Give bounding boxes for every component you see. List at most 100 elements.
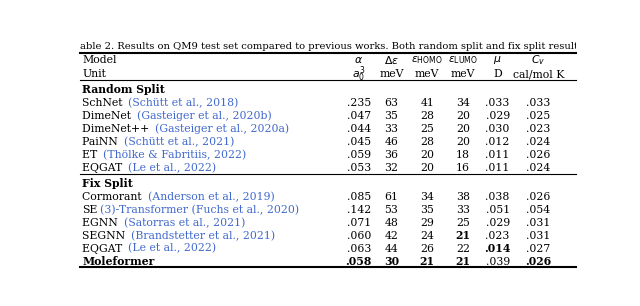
Text: .029: .029	[486, 111, 509, 121]
Text: 33: 33	[456, 205, 470, 215]
Text: Model: Model	[83, 55, 117, 65]
Text: .011: .011	[486, 150, 510, 160]
Text: $a_0^3$: $a_0^3$	[352, 65, 365, 84]
Text: $\alpha$: $\alpha$	[355, 55, 364, 65]
Text: .014: .014	[484, 243, 511, 254]
Text: .029: .029	[486, 218, 509, 228]
Text: 22: 22	[456, 244, 470, 254]
Text: .024: .024	[526, 163, 550, 173]
Text: (Schütt et al., 2021): (Schütt et al., 2021)	[124, 137, 234, 147]
Text: 32: 32	[385, 163, 399, 173]
Text: .027: .027	[526, 244, 550, 254]
Text: 42: 42	[385, 231, 399, 241]
Text: 33: 33	[385, 124, 399, 134]
Text: 20: 20	[420, 150, 434, 160]
Text: .039: .039	[486, 256, 509, 267]
Text: (Schütt et al., 2018): (Schütt et al., 2018)	[129, 98, 239, 108]
Text: .085: .085	[347, 192, 371, 202]
Text: EQGAT: EQGAT	[83, 244, 126, 254]
Text: 35: 35	[420, 205, 434, 215]
Text: SchNet: SchNet	[83, 98, 127, 108]
Text: $\epsilon_{\rm HOMO}$: $\epsilon_{\rm HOMO}$	[412, 54, 443, 66]
Text: .060: .060	[347, 231, 371, 241]
Text: EQGAT: EQGAT	[83, 163, 126, 173]
Text: .235: .235	[347, 98, 371, 108]
Text: 24: 24	[420, 231, 434, 241]
Text: .063: .063	[347, 244, 371, 254]
Text: Unit: Unit	[83, 69, 106, 80]
Text: 21: 21	[420, 256, 435, 267]
Text: (3)-Transformer (Fuchs et al., 2020): (3)-Transformer (Fuchs et al., 2020)	[100, 204, 299, 215]
Text: (Gasteiger et al., 2020a): (Gasteiger et al., 2020a)	[156, 124, 289, 134]
Text: .142: .142	[347, 205, 371, 215]
Text: $\mu$: $\mu$	[493, 54, 502, 66]
Text: PaiNN: PaiNN	[83, 137, 122, 147]
Text: 44: 44	[385, 244, 398, 254]
Text: 48: 48	[385, 218, 399, 228]
Text: 28: 28	[420, 111, 434, 121]
Text: 20: 20	[456, 111, 470, 121]
Text: .038: .038	[486, 192, 510, 202]
Text: 35: 35	[385, 111, 399, 121]
Text: (Le et al., 2022): (Le et al., 2022)	[128, 163, 216, 173]
Text: $\Delta\epsilon$: $\Delta\epsilon$	[384, 54, 399, 66]
Text: .033: .033	[486, 98, 510, 108]
Text: .026: .026	[526, 192, 550, 202]
Text: 61: 61	[385, 192, 399, 202]
Text: 34: 34	[420, 192, 434, 202]
Text: .071: .071	[347, 218, 371, 228]
Text: (Thölke & Fabritiis, 2022): (Thölke & Fabritiis, 2022)	[103, 150, 246, 160]
Text: Random Split: Random Split	[83, 84, 165, 95]
Text: (Satorras et al., 2021): (Satorras et al., 2021)	[124, 218, 245, 228]
Text: .011: .011	[486, 163, 510, 173]
Text: 25: 25	[420, 124, 434, 134]
Text: 29: 29	[420, 218, 434, 228]
Text: .059: .059	[347, 150, 371, 160]
Text: 26: 26	[420, 244, 434, 254]
Text: 34: 34	[456, 98, 470, 108]
Text: (Brandstetter et al., 2021): (Brandstetter et al., 2021)	[131, 230, 275, 241]
Text: SEGNN: SEGNN	[83, 231, 129, 241]
Text: .031: .031	[526, 218, 550, 228]
Text: meV: meV	[451, 69, 475, 80]
Text: able 2. Results on QM9 test set compared to previous works. Both random split an: able 2. Results on QM9 test set compared…	[80, 42, 638, 51]
Text: .058: .058	[346, 256, 372, 267]
Text: .044: .044	[347, 124, 371, 134]
Text: .031: .031	[526, 231, 550, 241]
Text: DimeNet++: DimeNet++	[83, 124, 153, 134]
Text: .045: .045	[347, 137, 371, 147]
Text: 16: 16	[456, 163, 470, 173]
Text: .012: .012	[486, 137, 510, 147]
Text: Fix Split: Fix Split	[83, 178, 133, 189]
Text: 18: 18	[456, 150, 470, 160]
Text: .053: .053	[347, 163, 371, 173]
Text: .026: .026	[525, 256, 552, 267]
Text: $C_v$: $C_v$	[531, 53, 545, 67]
Text: (Anderson et al., 2019): (Anderson et al., 2019)	[148, 192, 275, 202]
Text: SE: SE	[83, 205, 98, 215]
Text: 41: 41	[420, 98, 434, 108]
Text: .025: .025	[526, 111, 550, 121]
Text: .023: .023	[526, 124, 550, 134]
Text: .030: .030	[486, 124, 510, 134]
Text: $\epsilon_{\rm LUMO}$: $\epsilon_{\rm LUMO}$	[448, 54, 478, 66]
Text: 38: 38	[456, 192, 470, 202]
Text: cal/mol K: cal/mol K	[513, 69, 564, 80]
Text: 46: 46	[385, 137, 399, 147]
Text: (Le et al., 2022): (Le et al., 2022)	[128, 243, 216, 254]
Text: 20: 20	[456, 137, 470, 147]
Text: Moleformer: Moleformer	[83, 256, 155, 267]
Text: D: D	[493, 69, 502, 80]
Text: EGNN: EGNN	[83, 218, 122, 228]
Text: 21: 21	[455, 230, 470, 241]
Text: 30: 30	[384, 256, 399, 267]
Text: 20: 20	[420, 163, 434, 173]
Text: 21: 21	[455, 256, 470, 267]
Text: .047: .047	[347, 111, 371, 121]
Text: .051: .051	[486, 205, 509, 215]
Text: meV: meV	[380, 69, 404, 80]
Text: 36: 36	[385, 150, 399, 160]
Text: meV: meV	[415, 69, 440, 80]
Text: .054: .054	[526, 205, 550, 215]
Text: 53: 53	[385, 205, 399, 215]
